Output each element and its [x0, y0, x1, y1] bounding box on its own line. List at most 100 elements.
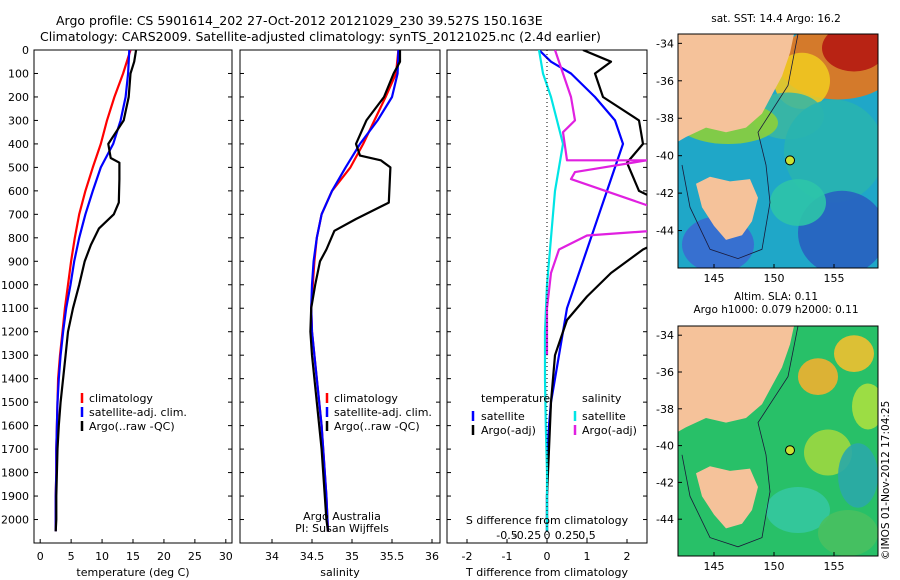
legend-label: Argo(..raw -QC): [334, 420, 420, 433]
bottom-frame: [677, 325, 879, 557]
y-tick-label: 1600: [1, 420, 29, 433]
top-tasmania: [696, 176, 758, 240]
bottom-field-blob: [852, 383, 878, 430]
figure-title-line2: Climatology: CARS2009. Satellite-adjuste…: [40, 29, 601, 44]
bottom-lat-label: -36: [656, 366, 674, 379]
legend-label: satellite: [481, 410, 525, 423]
s-tick-label: 0.5: [578, 529, 596, 542]
y-tick-label: 700: [8, 208, 29, 221]
s-tick-label: 0.25: [555, 529, 580, 542]
x-tick-label-temperature: 0: [37, 550, 44, 563]
bottom-shelf-contour: [681, 326, 799, 548]
bottom-field-blob: [834, 335, 874, 372]
annotation-line1: Argo Australia: [303, 510, 381, 523]
series-salinity-2: [309, 50, 402, 532]
y-tick-label: 1100: [1, 302, 29, 315]
y-tick-label: 600: [8, 185, 29, 198]
legend-label: satellite-adj. clim.: [89, 406, 187, 419]
y-tick-label: 1900: [1, 490, 29, 503]
bottom-lat-label: -38: [656, 403, 674, 416]
x-axis-label-difference: T difference from climatology: [465, 566, 628, 579]
x-tick-label-salinity: 36: [425, 550, 439, 563]
series-salinity-1: [310, 50, 400, 532]
legend-label: Argo(-adj): [481, 424, 536, 437]
x-tick-label-temperature: 25: [188, 550, 202, 563]
x-tick-label-temperature: 15: [126, 550, 140, 563]
legend-title-salinity: salinity: [582, 392, 622, 405]
y-tick-label: 1300: [1, 349, 29, 362]
bottom-lon-label: 155: [824, 560, 845, 573]
figure-title-line1: Argo profile: CS 5901614_202 27-Oct-2012…: [56, 13, 543, 28]
legend-label: climatology: [334, 392, 398, 405]
bottom-field-blob: [818, 510, 878, 556]
s-tick-label: -0.5: [496, 529, 517, 542]
legend-label: satellite: [582, 410, 626, 423]
top-lon-label: 145: [704, 272, 725, 285]
series-difference-3: [545, 50, 647, 356]
y-tick-label: 100: [8, 67, 29, 80]
x-tick-label-difference: 1: [584, 550, 591, 563]
top-lat-label: -38: [656, 112, 674, 125]
bottom-lon-label: 150: [764, 560, 785, 573]
x-tick-label-salinity: 34: [265, 550, 279, 563]
bottom-map: -34 -36 -38 -40 -42 -44 145 150 155: [656, 325, 879, 573]
x-tick-label-temperature: 10: [95, 550, 109, 563]
top-map: -34 -36 -38 -40 -42 -44 145 150 155: [656, 33, 879, 285]
top-shelf-contour: [681, 34, 799, 260]
y-tick-label: 1400: [1, 373, 29, 386]
legend-label: satellite-adj. clim.: [334, 406, 432, 419]
bottom-field-blob: [838, 443, 878, 508]
y-tick-label: 200: [8, 91, 29, 104]
bottom-lon-label: 145: [704, 560, 725, 573]
y-tick-label: 500: [8, 161, 29, 174]
plot-frame-salinity: [239, 49, 441, 544]
sst-map-title: sat. SST: 14.4 Argo: 16.2: [711, 13, 841, 25]
x-tick-label-temperature: 30: [219, 550, 233, 563]
x-tick-label-temperature: 5: [68, 550, 75, 563]
x-axis-label-salinity: salinity: [320, 566, 360, 579]
bottom-lat-label: -42: [656, 476, 674, 489]
y-tick-label: 1500: [1, 396, 29, 409]
imos-timestamp: ©IMOS 01-Nov-2012 17:04:25: [880, 400, 892, 560]
y-tick-label: 1000: [1, 279, 29, 292]
s-tick-label: 0: [544, 529, 551, 542]
top-lat-label: -44: [656, 225, 674, 238]
top-float-marker: [785, 155, 795, 166]
top-field-blob: [770, 179, 826, 226]
y-tick-label: 300: [8, 114, 29, 127]
annotation-line2: PI: Susan Wijffels: [295, 522, 389, 535]
x-tick-label-difference: 0: [544, 550, 551, 563]
sla-map-title-line2: Argo h1000: 0.079 h2000: 0.11: [693, 304, 859, 316]
series-difference-2: [537, 50, 565, 532]
bottom-mainland: [678, 326, 794, 432]
legend-label: Argo(-adj): [582, 424, 637, 437]
x-tick-label-difference: -2: [462, 550, 473, 563]
s-tick-label: -0.25: [513, 529, 541, 542]
legend-title-temperature: temperature: [481, 392, 550, 405]
s-axis-label: S difference from climatology: [466, 514, 629, 527]
series-temperature-2: [54, 50, 138, 532]
x-tick-label-salinity: 35.5: [380, 550, 405, 563]
x-axis-label-temperature: temperature (deg C): [76, 566, 189, 579]
top-lon-label: 150: [764, 272, 785, 285]
bottom-field-blob: [798, 358, 838, 395]
bottom-lat-label: -40: [656, 440, 674, 453]
y-tick-label: 1700: [1, 443, 29, 456]
y-tick-label: 1800: [1, 467, 29, 480]
x-tick-label-salinity: 34.5: [300, 550, 325, 563]
bottom-lat-label: -44: [656, 513, 674, 526]
y-tick-label: 0: [22, 44, 29, 57]
series-difference-0: [538, 50, 625, 532]
top-mainland: [678, 34, 794, 142]
y-tick-label: 800: [8, 232, 29, 245]
legend-label: Argo(..raw -QC): [89, 420, 175, 433]
top-lat-label: -36: [656, 75, 674, 88]
y-tick-label: 2000: [1, 514, 29, 527]
bottom-lat-label: -34: [656, 329, 674, 342]
x-tick-label-salinity: 35: [345, 550, 359, 563]
x-tick-label-difference: 2: [624, 550, 631, 563]
top-field-blob: [822, 34, 878, 72]
top-lon-label: 155: [824, 272, 845, 285]
legend-label: climatology: [89, 392, 153, 405]
